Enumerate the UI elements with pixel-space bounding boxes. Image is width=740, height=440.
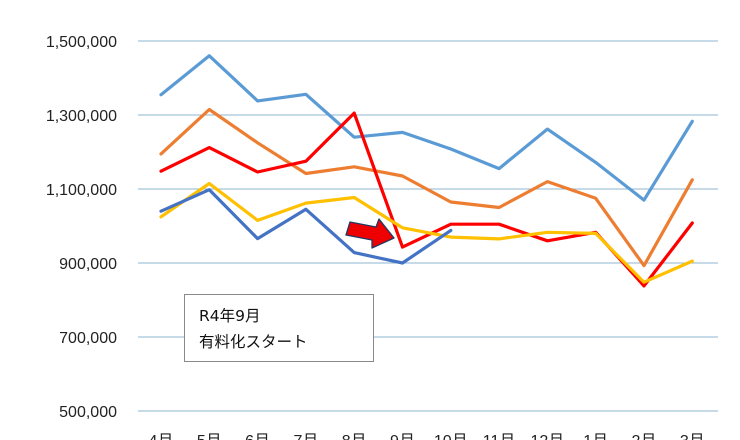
x-tick-label: 1月: [583, 433, 608, 440]
annotation-line-2: 有料化スタート: [199, 333, 308, 351]
y-axis-ticks: 500,000 700,000 900,000 1,100,000 1,300,000 1…: [46, 34, 117, 421]
x-tick-label: 4月: [149, 433, 174, 440]
red-arrow-icon: [345, 218, 395, 249]
x-tick-label: 9月: [390, 433, 415, 440]
y-tick-label: 500,000: [59, 404, 117, 421]
series-line-2: [159, 107, 694, 268]
x-tick-label: 12月: [530, 433, 564, 440]
x-tick-label: 2月: [632, 433, 657, 440]
y-tick-label: 1,500,000: [46, 34, 117, 51]
x-tick-label: 7月: [293, 433, 318, 440]
series-line-4: [159, 181, 694, 284]
x-tick-label: 11月: [483, 433, 516, 440]
x-tick-label: 10月: [434, 433, 468, 440]
y-tick-label: 700,000: [59, 330, 117, 347]
series-lines: [159, 54, 694, 288]
series-line-1: [159, 54, 694, 202]
annotation-box: R4年9月 有料化スタート: [184, 294, 374, 362]
x-tick-label: 5月: [197, 433, 222, 440]
y-tick-label: 900,000: [59, 256, 117, 273]
x-tick-label: 3月: [680, 433, 705, 440]
x-tick-label: 8月: [342, 433, 367, 440]
y-tick-label: 1,300,000: [46, 108, 117, 125]
annotation-line-1: R4年9月: [199, 307, 261, 325]
series-line-5: [159, 188, 453, 265]
y-tick-label: 1,100,000: [46, 182, 117, 199]
annotation-arrow: [345, 218, 395, 249]
x-axis-ticks: 4月 5月 6月 7月 8月 9月 10月 11月 12月 1月 2月 3月: [149, 433, 705, 440]
x-tick-label: 6月: [245, 433, 270, 440]
